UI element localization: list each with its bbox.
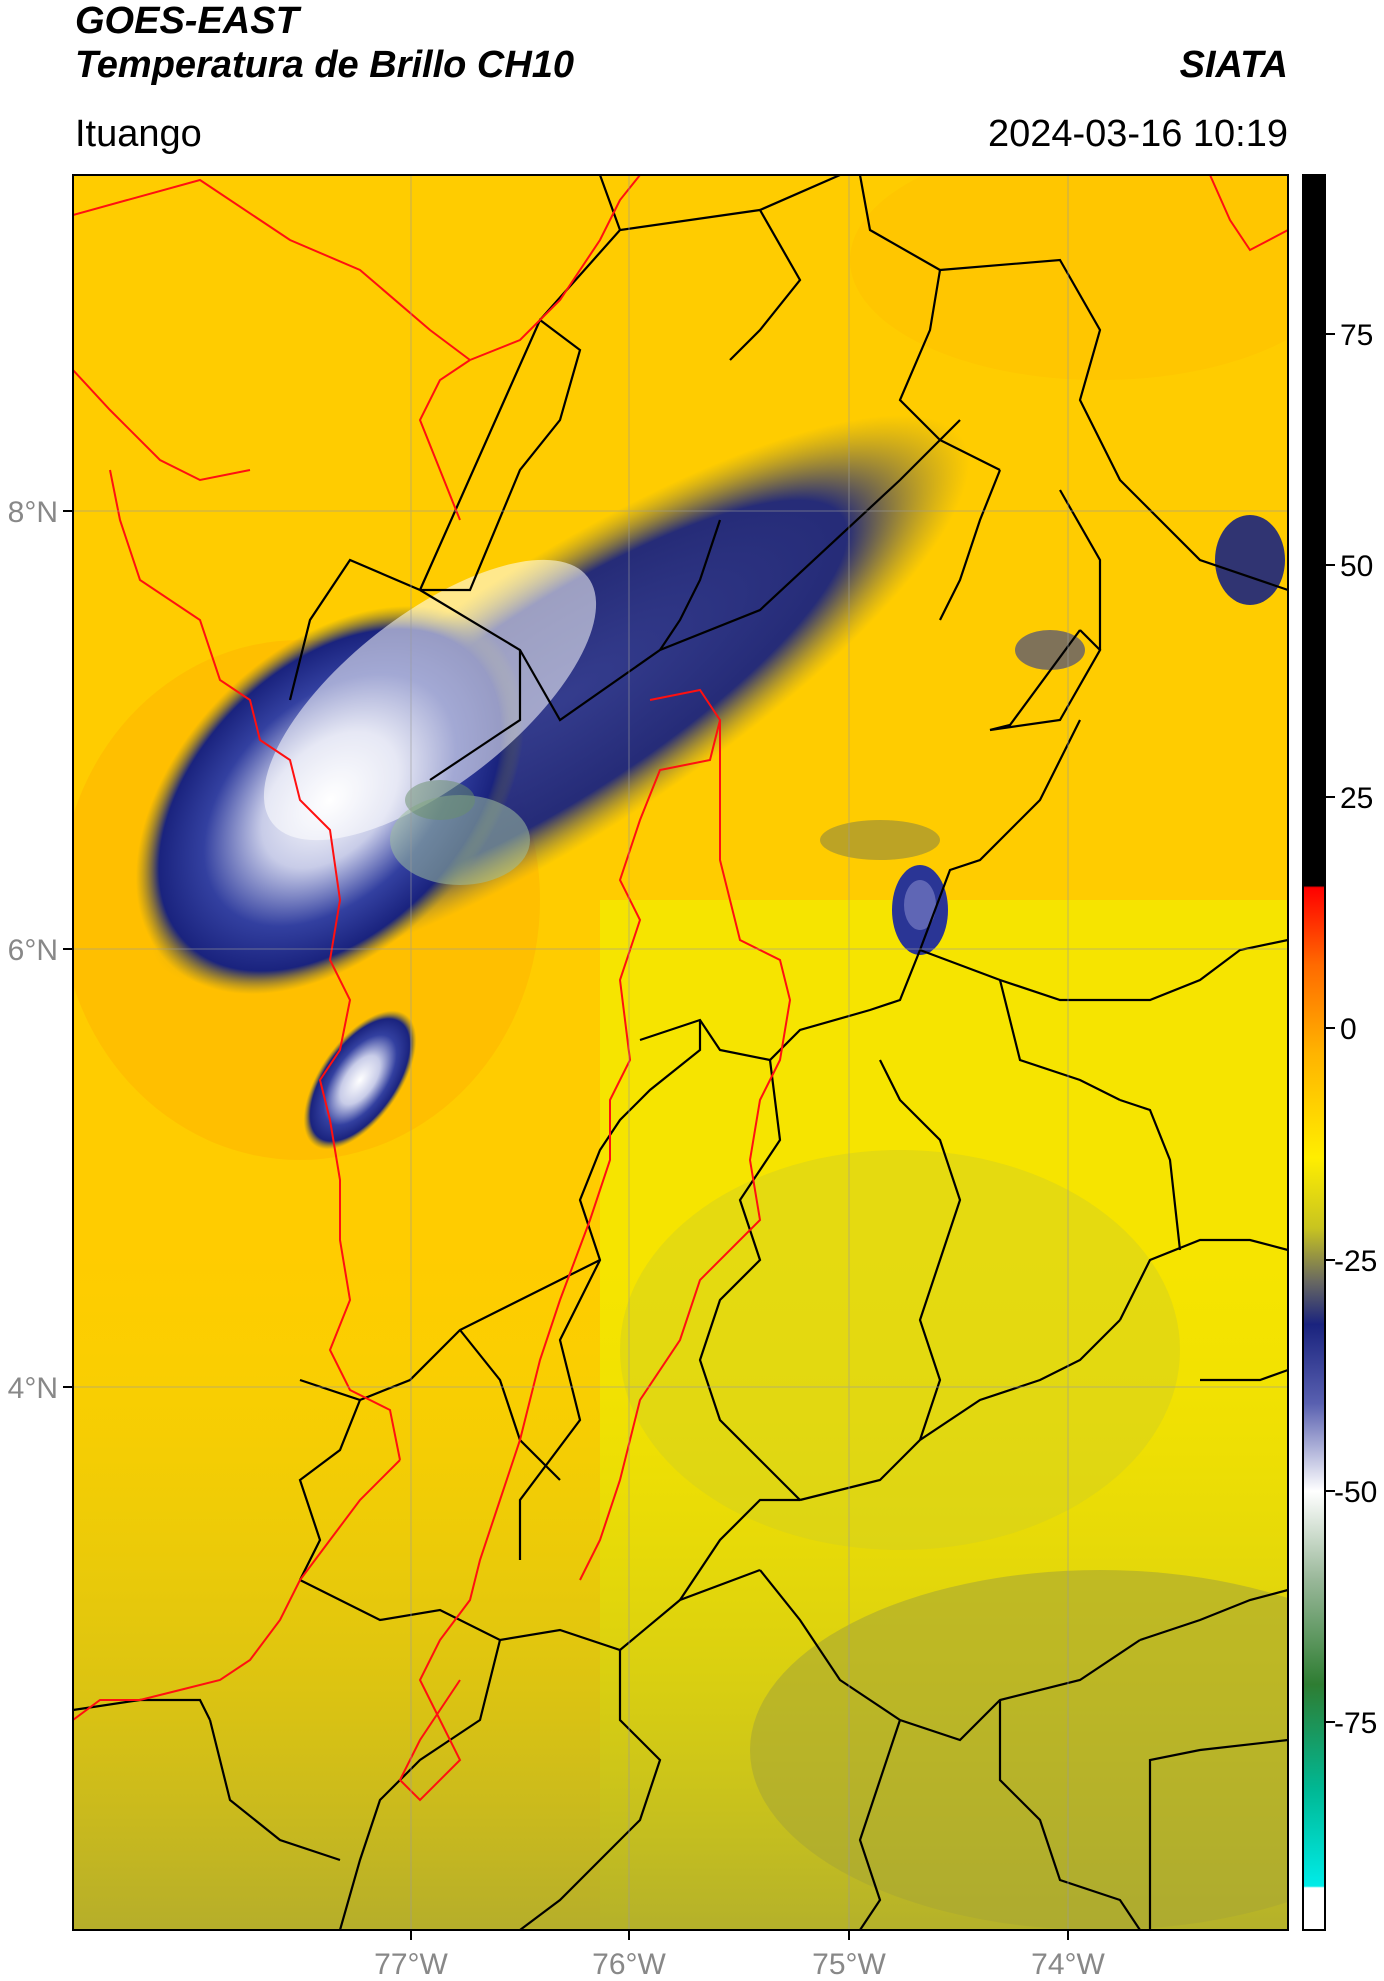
lat-tick-6n: 6°N (8, 934, 58, 967)
colorbar-tick-50: 50 (1340, 550, 1373, 583)
satellite-title: GOES-EAST (75, 0, 299, 42)
lon-tick-76w: 76°W (592, 1948, 666, 1981)
organization-label: SIATA (1179, 44, 1288, 86)
lon-tick-75w: 75°W (812, 1948, 886, 1981)
lat-tick-8n: 8°N (8, 496, 58, 529)
map-frame (72, 174, 1289, 1931)
colorbar-tick-minus75: -75 (1334, 1707, 1377, 1740)
satellite-image (73, 175, 1288, 1930)
datetime-label: 2024-03-16 10:19 (987, 113, 1288, 155)
colorbar-tick-25: 25 (1340, 782, 1373, 815)
map-gridlines (73, 175, 1288, 1930)
product-title: Temperatura de Brillo CH10 (75, 44, 575, 86)
colorbar: 75 50 25 0 -25 -50 -75 (1302, 174, 1377, 1931)
colorbar-tick-0: 0 (1340, 1013, 1357, 1046)
colorbar-tick-minus25: -25 (1334, 1245, 1377, 1278)
colorbar-tick-75: 75 (1340, 319, 1373, 352)
lat-tick-4n: 4°N (8, 1372, 58, 1405)
lon-tick-74w: 74°W (1031, 1948, 1105, 1981)
lon-tick-77w: 77°W (374, 1948, 448, 1981)
colorbar-tick-minus50: -50 (1334, 1476, 1377, 1509)
region-label: Ituango (75, 113, 202, 155)
